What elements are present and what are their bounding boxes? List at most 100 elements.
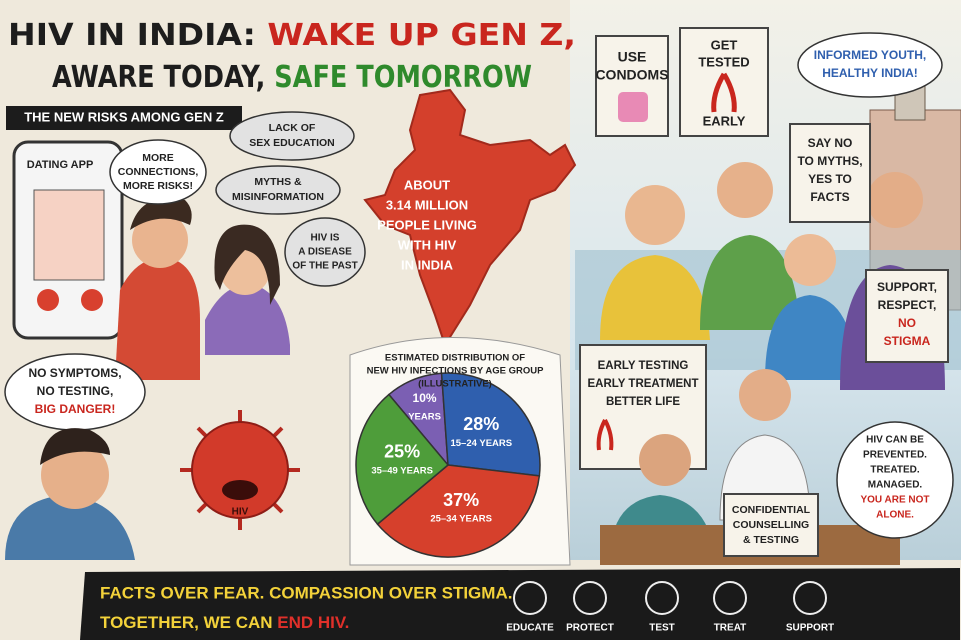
ribbon bbox=[596, 419, 614, 451]
reject-button bbox=[37, 289, 59, 311]
boy-face bbox=[867, 172, 923, 228]
section-heading: THE NEW RISKS AMONG GEN Z bbox=[24, 109, 224, 124]
label: EARLY TESTING bbox=[598, 360, 689, 372]
boy-face bbox=[717, 162, 773, 218]
pie-slice bbox=[440, 372, 541, 477]
category-label: YEARS bbox=[408, 412, 441, 423]
label: USE bbox=[618, 49, 647, 65]
action-label: EDUCATE bbox=[506, 623, 554, 634]
label: & TESTING bbox=[743, 534, 799, 546]
virus bbox=[180, 410, 300, 530]
label: LACK OF bbox=[269, 122, 316, 134]
worried-boy-face bbox=[41, 441, 109, 509]
label: MANAGED. bbox=[868, 480, 923, 491]
girl-blue-shirt bbox=[765, 295, 855, 380]
virus-mouth bbox=[222, 480, 258, 500]
label: NO TESTING, bbox=[37, 384, 114, 398]
worried-boy-shirt bbox=[5, 495, 135, 560]
label: CONFIDENTIAL bbox=[732, 504, 811, 516]
speech-bubble bbox=[797, 32, 943, 98]
pie-slice bbox=[355, 393, 450, 526]
label: MORE RISKS! bbox=[123, 180, 193, 192]
speech-bubble bbox=[836, 421, 954, 539]
label: DATING APP bbox=[27, 159, 94, 171]
value-label: 25% bbox=[384, 442, 420, 462]
value-label: 28% bbox=[463, 414, 499, 434]
worried-boy-hair bbox=[40, 428, 110, 465]
action-label: PROTECT bbox=[566, 623, 614, 634]
action-icon bbox=[573, 581, 607, 615]
label: TREATED. bbox=[870, 465, 919, 476]
label: HEALTHY INDIA! bbox=[822, 66, 918, 80]
profile-photo bbox=[33, 189, 105, 281]
pie-slice bbox=[376, 464, 541, 558]
action-icon bbox=[513, 581, 547, 615]
label: SAY NO bbox=[808, 136, 853, 150]
label: 3.14 MILLION bbox=[386, 197, 468, 212]
label: YES TO bbox=[808, 172, 852, 186]
category-label: 15–24 YEARS bbox=[450, 438, 512, 449]
label: WITH HIV bbox=[398, 237, 457, 252]
sign bbox=[789, 123, 871, 223]
action-label: TEST bbox=[649, 623, 675, 634]
label: MORE bbox=[142, 152, 174, 164]
label: RESPECT, bbox=[878, 298, 937, 312]
girl-face bbox=[625, 185, 685, 245]
pie-chart: 10% YEARS 28% 15–24 YEARS 37% 25–34 YEARS 25% 3… bbox=[355, 372, 541, 558]
action-label: SUPPORT bbox=[786, 623, 834, 634]
label: SUPPORT, bbox=[877, 280, 937, 294]
label: PEOPLE LIVING bbox=[377, 217, 477, 232]
title-part: SAFE TOMORROW bbox=[274, 60, 532, 95]
label: SEX EDUCATION bbox=[249, 137, 335, 149]
label: GET bbox=[711, 37, 738, 52]
virus-body bbox=[191, 421, 289, 519]
title-part: AWARE TODAY, bbox=[52, 60, 265, 95]
label: (ILLUSTRATIVE) bbox=[418, 379, 492, 390]
category-label: 25–34 YEARS bbox=[430, 514, 492, 525]
title-line-1: HIV IN INDIA: WAKE UP GEN Z, bbox=[8, 18, 576, 53]
label: BETTER LIFE bbox=[606, 396, 680, 408]
action-icon bbox=[645, 581, 679, 615]
label: MYTHS & bbox=[254, 176, 302, 188]
footer-end: END HIV. bbox=[277, 613, 349, 632]
india-map bbox=[363, 88, 577, 348]
girl-shirt bbox=[205, 284, 290, 355]
label: NEW HIV INFECTIONS BY AGE GROUP bbox=[367, 366, 544, 377]
patient-head bbox=[639, 434, 691, 486]
girl-hair bbox=[214, 224, 280, 305]
label: ABOUT bbox=[404, 177, 450, 192]
label: NO SYMPTOMS, bbox=[28, 366, 121, 380]
thought-bubble bbox=[229, 111, 355, 161]
action-icon bbox=[793, 581, 827, 615]
thought-bubble bbox=[215, 165, 341, 215]
girl-yellow-shirt bbox=[600, 255, 710, 340]
title-part: HIV IN INDIA: bbox=[8, 18, 256, 53]
label: EARLY bbox=[703, 113, 746, 128]
label: HIV bbox=[232, 507, 249, 518]
girl-face bbox=[784, 234, 836, 286]
label: COUNSELLING bbox=[733, 519, 809, 531]
category-label: 35–49 YEARS bbox=[371, 466, 433, 477]
label: HIV CAN BE bbox=[866, 435, 924, 446]
label: INFORMED YOUTH, bbox=[814, 48, 926, 62]
condom-icon bbox=[618, 92, 648, 122]
thought-bubble bbox=[284, 217, 366, 287]
label: FACTS bbox=[810, 190, 849, 204]
title-line-2: AWARE TODAY, SAFE TOMORROW bbox=[52, 60, 532, 95]
title-part: WAKE UP GEN Z, bbox=[267, 18, 576, 53]
label: TESTED bbox=[698, 54, 749, 69]
label: A DISEASE bbox=[298, 247, 352, 258]
boy-hair bbox=[130, 198, 192, 230]
label: NO bbox=[898, 316, 916, 330]
footer-text: TOGETHER, WE CAN bbox=[100, 613, 273, 632]
label: EARLY TREATMENT bbox=[588, 378, 699, 390]
label: MISINFORMATION bbox=[232, 191, 324, 203]
footer-text: FACTS OVER FEAR. COMPASSION OVER STIGMA. bbox=[100, 583, 512, 602]
doctor-face bbox=[739, 369, 791, 421]
label: ESTIMATED DISTRIBUTION OF bbox=[385, 353, 525, 364]
desk-sign bbox=[723, 493, 819, 557]
label: HIV IS bbox=[311, 233, 340, 244]
label: TO MYTHS, bbox=[797, 154, 862, 168]
